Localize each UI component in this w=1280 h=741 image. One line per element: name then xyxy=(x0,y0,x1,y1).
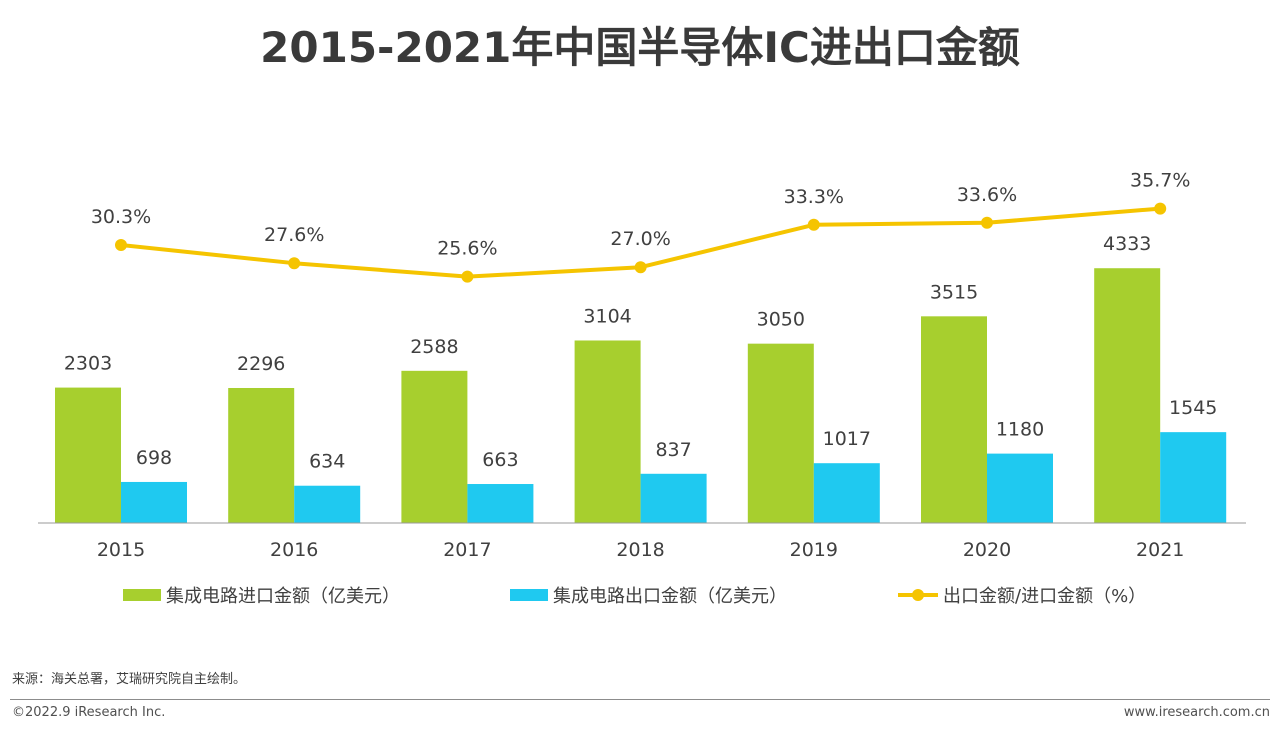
ratio-value-label: 27.0% xyxy=(610,228,670,250)
export-value-label: 634 xyxy=(309,451,345,473)
source-note: 来源：海关总署，艾瑞研究院自主绘制。 xyxy=(12,672,247,687)
ratio-line-layer xyxy=(115,202,1167,283)
import-bar-2020 xyxy=(921,316,987,523)
import-bar-2015 xyxy=(55,387,121,523)
ratio-value-label: 33.3% xyxy=(784,186,844,208)
export-value-label: 1017 xyxy=(823,428,871,450)
footer-divider xyxy=(10,699,1270,700)
x-tick-label-2017: 2017 xyxy=(443,539,491,561)
import-value-label: 2303 xyxy=(64,353,112,375)
legend-import-swatch xyxy=(123,589,161,601)
export-value-label: 1180 xyxy=(996,419,1044,441)
import-bar-2018 xyxy=(574,340,641,523)
legend-import-label: 集成电路进口金额（亿美元） xyxy=(166,586,400,607)
ratio-value-label: 30.3% xyxy=(91,206,151,228)
ratio-value-label: 33.6% xyxy=(957,184,1017,206)
export-bar-2019 xyxy=(813,463,880,523)
legend: 集成电路进口金额（亿美元） 集成电路出口金额（亿美元） 出口金额/进口金额（%） xyxy=(123,586,1146,607)
website-link[interactable]: www.iresearch.com.cn xyxy=(1123,705,1270,720)
import-value-label: 3515 xyxy=(930,281,978,303)
import-value-label: 2296 xyxy=(237,353,285,375)
import-value-label: 3104 xyxy=(583,305,631,327)
export-bar-2016 xyxy=(294,485,361,523)
ratio-point-2015 xyxy=(115,239,127,251)
bars-layer xyxy=(55,268,1227,523)
legend-export-label: 集成电路出口金额（亿美元） xyxy=(553,586,787,607)
ratio-point-2017 xyxy=(461,270,474,283)
x-tick-label-2020: 2020 xyxy=(963,539,1011,561)
export-value-label: 837 xyxy=(655,439,691,461)
x-tick-label-2018: 2018 xyxy=(616,539,664,561)
x-tick-label-2016: 2016 xyxy=(270,539,318,561)
import-value-label: 2588 xyxy=(410,336,458,358)
legend-ratio-label: 出口金额/进口金额（%） xyxy=(943,586,1146,607)
x-tick-label-2019: 2019 xyxy=(790,539,838,561)
export-value-label: 663 xyxy=(482,449,518,471)
ratio-point-2016 xyxy=(288,257,301,270)
import-value-label: 3050 xyxy=(757,309,805,331)
chart-canvas: 2303 698 2296 634 2588 663 3104 837 3050 1017 3515… xyxy=(38,170,1246,607)
ratio-point-2020 xyxy=(981,216,993,229)
export-bar-2020 xyxy=(987,453,1053,523)
export-bar-2021 xyxy=(1160,432,1227,523)
ratio-point-2021 xyxy=(1154,202,1167,215)
ratio-point-2019 xyxy=(807,218,820,231)
legend-ratio-marker xyxy=(912,589,924,601)
copyright-text: ©2022.9 iResearch Inc. xyxy=(12,705,166,720)
import-bar-2019 xyxy=(747,343,814,523)
export-bar-2015 xyxy=(121,481,187,523)
x-tick-label-2015: 2015 xyxy=(97,539,145,561)
data-labels-layer: 2303 698 2296 634 2588 663 3104 837 3050 1017 3515… xyxy=(64,170,1218,473)
import-bar-2017 xyxy=(401,370,468,523)
export-value-label: 1545 xyxy=(1169,397,1217,419)
ratio-point-2018 xyxy=(634,261,647,274)
export-bar-2018 xyxy=(640,473,707,523)
ratio-value-label: 35.7% xyxy=(1130,170,1190,192)
export-value-label: 698 xyxy=(136,447,172,469)
ratio-value-label: 25.6% xyxy=(437,238,497,260)
import-bar-2016 xyxy=(228,387,295,523)
chart-title: 2015-2021年中国半导体IC进出口金额 xyxy=(260,23,1020,72)
legend-export-swatch xyxy=(510,589,548,601)
import-value-label: 4333 xyxy=(1103,233,1151,255)
x-tick-label-2021: 2021 xyxy=(1136,539,1184,561)
import-bar-2021 xyxy=(1094,268,1161,523)
ratio-value-label: 27.6% xyxy=(264,224,324,246)
export-bar-2017 xyxy=(467,484,534,523)
x-axis-tick-labels: 2015 2016 2017 2018 2019 2020 2021 xyxy=(97,539,1185,561)
